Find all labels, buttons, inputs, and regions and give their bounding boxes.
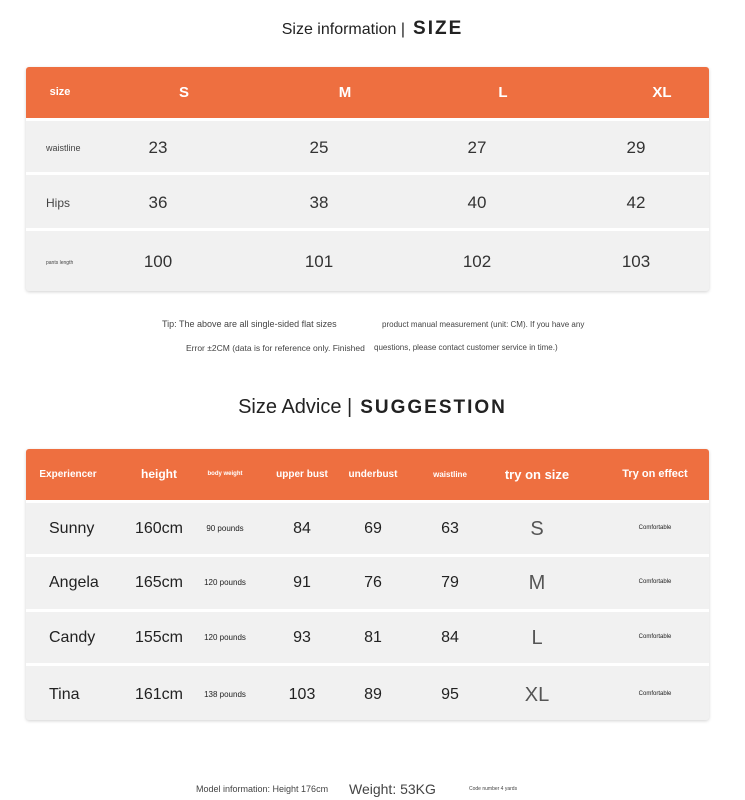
tip-line-1: Tip: The above are all single-sided flat… [162, 319, 337, 329]
value-cell: 103 [621, 252, 651, 272]
header-cell: body weight [207, 470, 243, 477]
value-cell: 38 [309, 192, 329, 212]
cell-upper-bust: 103 [288, 685, 316, 703]
model-height: Model information: Height 176cm [196, 784, 329, 794]
value-cell: 42 [626, 192, 646, 212]
cell-experiencer: Angela [49, 574, 99, 592]
cell-underbust: 76 [364, 574, 382, 592]
header-cell: Experiencer [39, 468, 97, 480]
cell-height: 160cm [134, 520, 184, 538]
cell-body-weight: 138 pounds [204, 689, 246, 699]
cell-waistline: 84 [441, 629, 459, 647]
model-code: Code number 4 yards [469, 786, 518, 792]
header-cell: size [49, 85, 71, 98]
cell-upper-bust: 84 [293, 520, 311, 538]
cell-body-weight: 120 pounds [204, 633, 246, 643]
table-row: Hips 36 38 40 42 [26, 172, 709, 231]
cell-experiencer: Candy [49, 629, 96, 647]
cell-height: 161cm [134, 685, 184, 703]
table-row: Tina 161cm 138 pounds 103 89 95 XL Comfortable [26, 663, 709, 720]
cell-body-weight: 120 pounds [204, 578, 246, 588]
cell-try-on-size: XL [524, 683, 550, 706]
tip-line-2: product manual measurement (unit: CM). I… [382, 320, 585, 329]
cell-height: 165cm [134, 574, 184, 592]
table-row: Candy 155cm 120 pounds 93 81 84 L Comfortable [26, 609, 709, 664]
size-title-text: Size information | [281, 21, 406, 38]
value-cell: 27 [467, 137, 487, 157]
cell-try-on-size: S [530, 518, 544, 540]
value-cell: 101 [304, 252, 334, 272]
cell-try-on-effect: Comfortable [638, 634, 672, 641]
tip-line-3: Error ±2CM (data is for reference only. … [186, 343, 365, 353]
cell-underbust: 69 [364, 520, 382, 538]
cell-experiencer: Sunny [49, 520, 95, 538]
table-row: Sunny 160cm 90 pounds 84 69 63 S Comfortable [26, 500, 709, 555]
header-cell: height [141, 467, 177, 482]
header-cell: underbust [348, 468, 398, 480]
cell-try-on-effect: Comfortable [638, 525, 672, 532]
advice-title-text: Size Advice | [238, 396, 353, 418]
cell-upper-bust: 93 [293, 629, 311, 647]
value-cell: 102 [462, 252, 492, 272]
row-label: Hips [46, 195, 71, 210]
size-title: Size information | SIZE [0, 18, 745, 40]
value-cell: 29 [626, 137, 646, 157]
header-cell: XL [652, 83, 672, 101]
cell-try-on-size: M [528, 572, 546, 594]
value-cell: 25 [309, 137, 329, 157]
cell-underbust: 89 [364, 685, 382, 703]
value-cell: 36 [148, 192, 168, 212]
size-table-header: size S M L XL [26, 67, 709, 118]
table-row: pants length 100 101 102 103 [26, 228, 709, 291]
header-cell: M [338, 83, 352, 101]
model-weight: Weight: 53KG [349, 781, 436, 797]
advice-title-en: SUGGESTION [360, 397, 507, 418]
value-cell: 40 [467, 192, 487, 212]
tip-line-4: questions, please contact customer servi… [374, 343, 558, 352]
table-row: Angela 165cm 120 pounds 91 76 79 M Comfortable [26, 554, 709, 609]
header-cell: L [498, 83, 508, 101]
size-table: size S M L XL waistline 23 25 27 29 Hips 36 38 40 42 pa… [26, 67, 709, 291]
advice-title: Size Advice | SUGGESTION [0, 396, 745, 419]
cell-body-weight: 90 pounds [206, 524, 244, 534]
row-label: pants length [46, 259, 74, 266]
advice-table-header: Experiencer height body weight upper bust un… [26, 449, 709, 500]
table-row: waistline 23 25 27 29 [26, 118, 709, 175]
cell-height: 155cm [134, 629, 184, 647]
cell-try-on-size: L [531, 627, 543, 649]
cell-waistline: 79 [441, 574, 459, 592]
cell-upper-bust: 91 [293, 574, 311, 592]
cell-try-on-effect: Comfortable [638, 579, 672, 586]
cell-try-on-effect: Comfortable [638, 690, 672, 697]
header-cell: S [178, 83, 190, 101]
cell-waistline: 63 [441, 520, 459, 538]
cell-underbust: 81 [364, 629, 382, 647]
header-cell: try on size [504, 466, 570, 482]
header-cell: Try on effect [622, 467, 688, 480]
header-cell: waistline [433, 469, 467, 479]
header-cell: upper bust [276, 468, 328, 480]
value-cell: 23 [148, 137, 168, 157]
size-title-en: SIZE [413, 18, 464, 39]
advice-table: Experiencer height body weight upper bust un… [26, 449, 709, 720]
cell-waistline: 95 [441, 685, 459, 703]
value-cell: 100 [143, 252, 173, 272]
row-label: waistline [46, 142, 81, 153]
cell-experiencer: Tina [49, 685, 80, 703]
